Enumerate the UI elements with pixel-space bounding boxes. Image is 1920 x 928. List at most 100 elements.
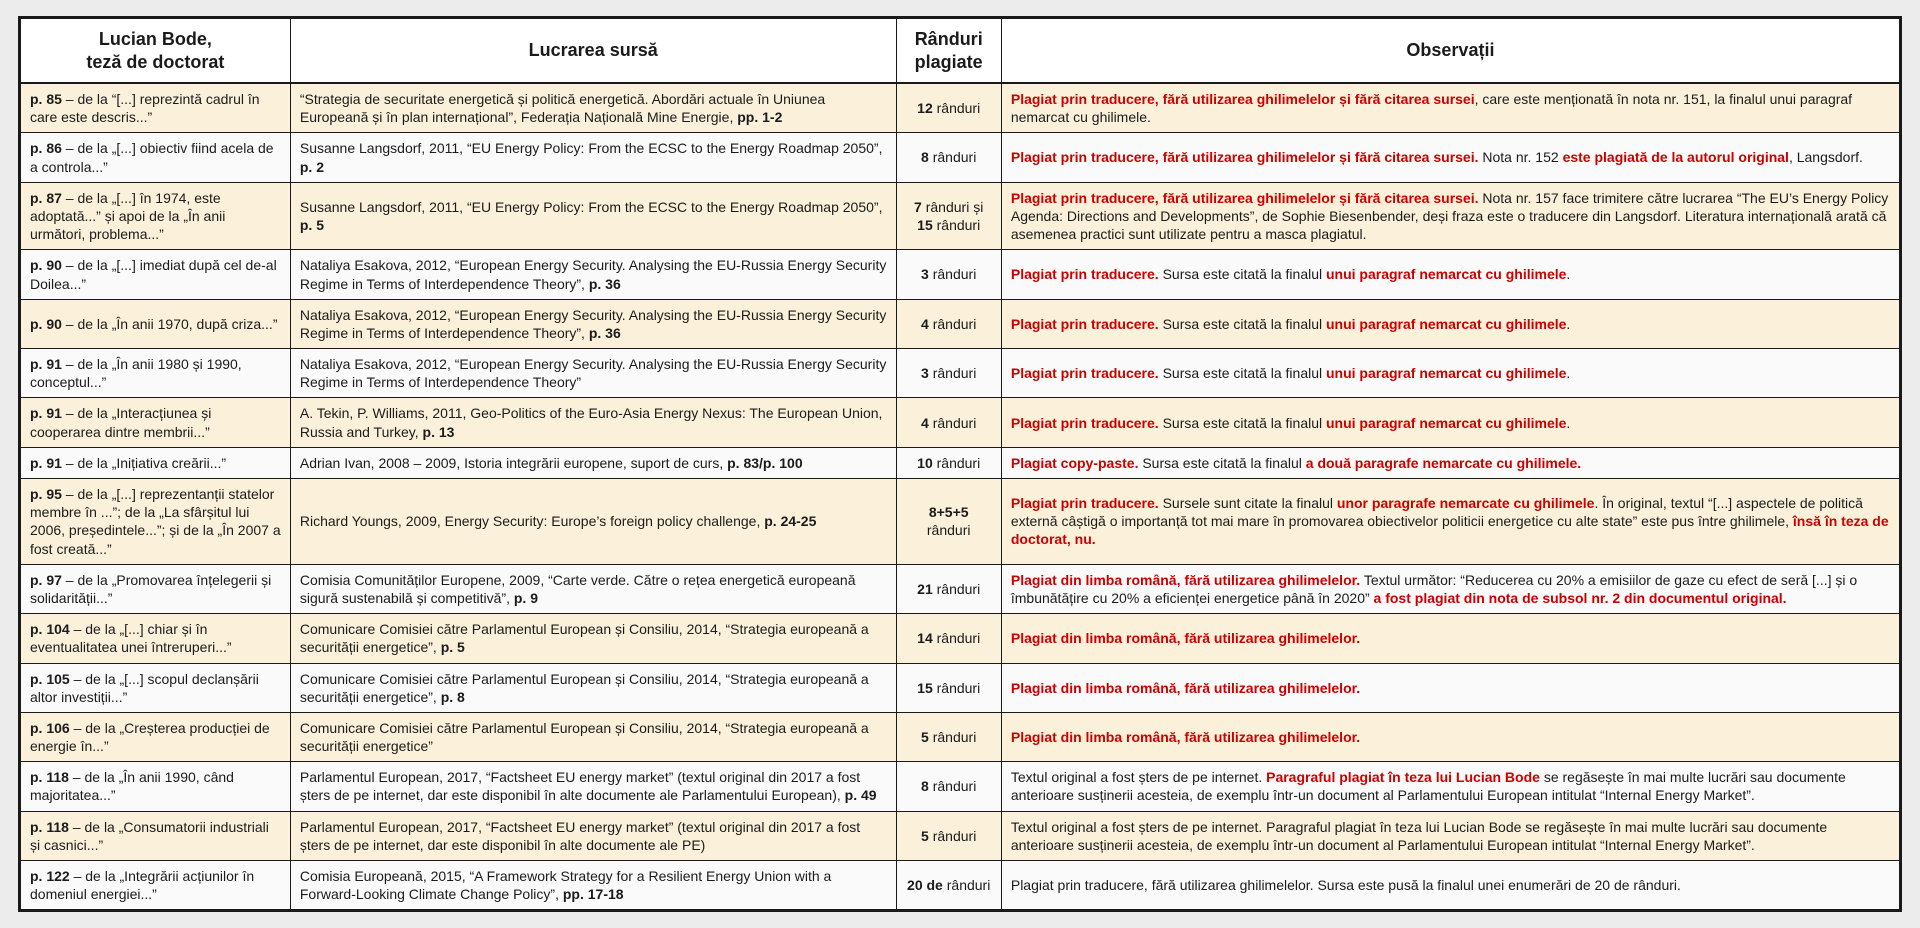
- text-segment: rânduri: [936, 630, 981, 647]
- cell-observations: Plagiat prin traducere. Sursele sunt cit…: [1000, 478, 1902, 565]
- text-segment: Plagiat prin traducere, fără utilizarea …: [1010, 149, 1483, 166]
- cell-source-work: Parlamentul European, 2017, “Factsheet E…: [289, 761, 897, 812]
- text-segment: 20 de: [907, 877, 947, 894]
- text-segment: 5: [921, 827, 933, 844]
- text-segment: rânduri: [932, 266, 977, 283]
- text-segment: p. 87: [30, 189, 62, 206]
- text-segment: 21: [917, 580, 937, 597]
- table-row: p. 122 – de la „Integrării acțiunilor în…: [19, 859, 1902, 912]
- text-segment: p. 97: [30, 571, 62, 588]
- table-body: p. 85 – de la “[...] reprezintă cadrul î…: [19, 82, 1902, 912]
- cell-observations: Plagiat prin traducere. Sursa este citat…: [1000, 348, 1902, 399]
- cell-source-work: Nataliya Esakova, 2012, “European Energy…: [289, 298, 897, 350]
- cell-thesis-excerpt: p. 91 – de la „În anii 1980 și 1990, con…: [19, 348, 291, 399]
- cell-source-work: A. Tekin, P. Williams, 2011, Geo-Politic…: [289, 397, 897, 448]
- text-segment: Parlamentul European, 2017, “Factsheet E…: [299, 769, 861, 804]
- text-segment: unui paragraf nemarcat cu ghilimele: [1326, 266, 1567, 283]
- text-segment: 7: [914, 198, 926, 215]
- text-segment: – de la „[...] în 1974, este adoptată...…: [30, 189, 226, 243]
- text-segment: 5: [921, 728, 933, 745]
- text-segment: – de la „[...] obiectiv fiind acela de a…: [30, 140, 274, 175]
- cell-observations: Plagiat din limba română, fără utilizare…: [1000, 711, 1902, 763]
- cell-thesis-excerpt: p. 118 – de la „Consumatorii industriali…: [19, 810, 291, 862]
- cell-source-work: Susanne Langsdorf, 2011, “EU Energy Poli…: [289, 132, 897, 183]
- text-segment: p. 9: [513, 589, 538, 606]
- text-segment: p. 118: [30, 818, 69, 835]
- cell-source-work: Nataliya Esakova, 2012, “European Energy…: [289, 249, 897, 300]
- table-row: p. 91 – de la „Interacțiunea și cooperar…: [19, 397, 1902, 448]
- cell-thesis-excerpt: p. 86 – de la „[...] obiectiv fiind acel…: [19, 132, 291, 183]
- cell-source-work: Nataliya Esakova, 2012, “European Energy…: [289, 348, 897, 399]
- cell-plagiarized-lines: 4 rânduri: [895, 298, 1002, 350]
- cell-plagiarized-lines: 15 rânduri: [895, 662, 1002, 713]
- text-segment: Nota nr. 152: [1482, 149, 1563, 166]
- table-row: p. 106 – de la „Creșterea producției de …: [19, 711, 1902, 763]
- cell-observations: Plagiat prin traducere, fără utilizarea …: [1000, 859, 1902, 912]
- table-row: p. 90 – de la „[...] imediat după cel de…: [19, 249, 1902, 300]
- text-segment: 10: [917, 454, 937, 471]
- text-segment: – de la „Integrării acțiunilor în domeni…: [30, 868, 255, 903]
- text-segment: “Strategia de securitate energetică și p…: [299, 91, 826, 126]
- text-segment: Textul următor: “Reducerea cu 20% a emis…: [1010, 571, 1858, 606]
- text-segment: 3: [921, 266, 933, 283]
- table-row: p. 104 – de la „[...] chiar și în eventu…: [19, 613, 1902, 664]
- text-segment: , Langsdorf.: [1788, 149, 1863, 166]
- text-segment: rânduri: [936, 100, 981, 117]
- text-segment: – de la „[...] reprezentanții statelor m…: [30, 486, 281, 557]
- text-segment: rânduri: [936, 217, 981, 234]
- cell-thesis-excerpt: p. 95 – de la „[...] reprezentanții stat…: [19, 478, 291, 565]
- cell-plagiarized-lines: 21 rânduri: [895, 563, 1002, 615]
- text-segment: 4: [921, 315, 933, 332]
- cell-source-work: Comunicare Comisiei către Parlamentul Eu…: [289, 613, 897, 664]
- text-segment: Nataliya Esakova, 2012, “European Energy…: [299, 356, 887, 391]
- table-row: p. 118 – de la „Consumatorii industriali…: [19, 810, 1902, 862]
- text-segment: p. 85: [30, 91, 62, 107]
- text-segment: p. 122: [30, 868, 70, 884]
- cell-observations: Plagiat prin traducere. Sursa este citat…: [1000, 249, 1902, 300]
- text-segment: p. 8: [440, 688, 465, 705]
- column-header-source: Lucrarea sursă: [289, 17, 897, 84]
- text-segment: .: [1566, 414, 1571, 431]
- text-segment: Plagiat din limba română, fără utilizare…: [1010, 630, 1361, 647]
- text-segment: – de la „Inițiativa creării...”: [61, 454, 227, 471]
- text-segment: – de la „În anii 1990, când majoritatea.…: [30, 769, 234, 804]
- text-segment: rânduri: [936, 454, 981, 471]
- text-segment: Sursa este citată la finalul: [1158, 315, 1326, 332]
- text-segment: Textul original a fost șters de pe inter…: [1010, 818, 1828, 853]
- text-segment: Nataliya Esakova, 2012, “European Energy…: [299, 306, 887, 341]
- text-segment: – de la „Interacțiunea și cooperarea din…: [30, 405, 212, 440]
- text-segment: 15: [917, 679, 937, 696]
- text-segment: – de la „În anii 1980 și 1990, conceptul…: [30, 356, 242, 391]
- text-segment: Plagiat prin traducere, fără utilizarea …: [1010, 91, 1475, 107]
- text-segment: unui paragraf nemarcat cu ghilimele: [1326, 414, 1567, 431]
- cell-plagiarized-lines: 4 rânduri: [895, 397, 1002, 448]
- text-segment: rânduri și: [925, 198, 984, 215]
- text-segment: unui paragraf nemarcat cu ghilimele: [1326, 365, 1567, 382]
- cell-thesis-excerpt: p. 104 – de la „[...] chiar și în eventu…: [19, 613, 291, 664]
- cell-source-work: Comisia Comunităților Europene, 2009, “C…: [289, 563, 897, 615]
- cell-plagiarized-lines: 8+5+5 rânduri: [895, 478, 1002, 565]
- text-segment: p. 95: [30, 486, 62, 502]
- text-segment: rânduri: [932, 827, 977, 844]
- text-segment: p. 2: [299, 158, 324, 175]
- text-segment: p. 104: [30, 621, 70, 638]
- text-segment: a fost plagiat din nota de subsol nr. 2 …: [1373, 589, 1787, 606]
- table-row: p. 87 – de la „[...] în 1974, este adopt…: [19, 181, 1902, 251]
- text-segment: Parlamentul European, 2017, “Factsheet E…: [299, 818, 861, 853]
- text-segment: Sursa este citată la finalul: [1158, 266, 1326, 283]
- cell-source-work: “Strategia de securitate energetică și p…: [289, 82, 897, 134]
- text-segment: p. 91: [30, 405, 62, 422]
- text-segment: unui paragraf nemarcat cu ghilimele: [1326, 315, 1567, 332]
- cell-plagiarized-lines: 20 de rânduri: [895, 859, 1002, 912]
- cell-thesis-excerpt: p. 85 – de la “[...] reprezintă cadrul î…: [19, 82, 291, 134]
- text-segment: Nataliya Esakova, 2012, “European Energy…: [299, 257, 887, 292]
- text-segment: Plagiat prin traducere.: [1010, 414, 1159, 431]
- text-segment: Plagiat din limba română, fără utilizare…: [1010, 571, 1361, 588]
- text-segment: – de la „În anii 1970, după criza...”: [61, 315, 278, 332]
- text-segment: Adrian Ivan, 2008 – 2009, Istoria integr…: [299, 454, 728, 471]
- cell-observations: Textul original a fost șters de pe inter…: [1000, 761, 1902, 812]
- text-segment: rânduri: [926, 522, 971, 539]
- text-segment: rânduri: [932, 365, 977, 382]
- text-segment: rânduri: [932, 778, 977, 795]
- text-segment: .: [1566, 315, 1571, 332]
